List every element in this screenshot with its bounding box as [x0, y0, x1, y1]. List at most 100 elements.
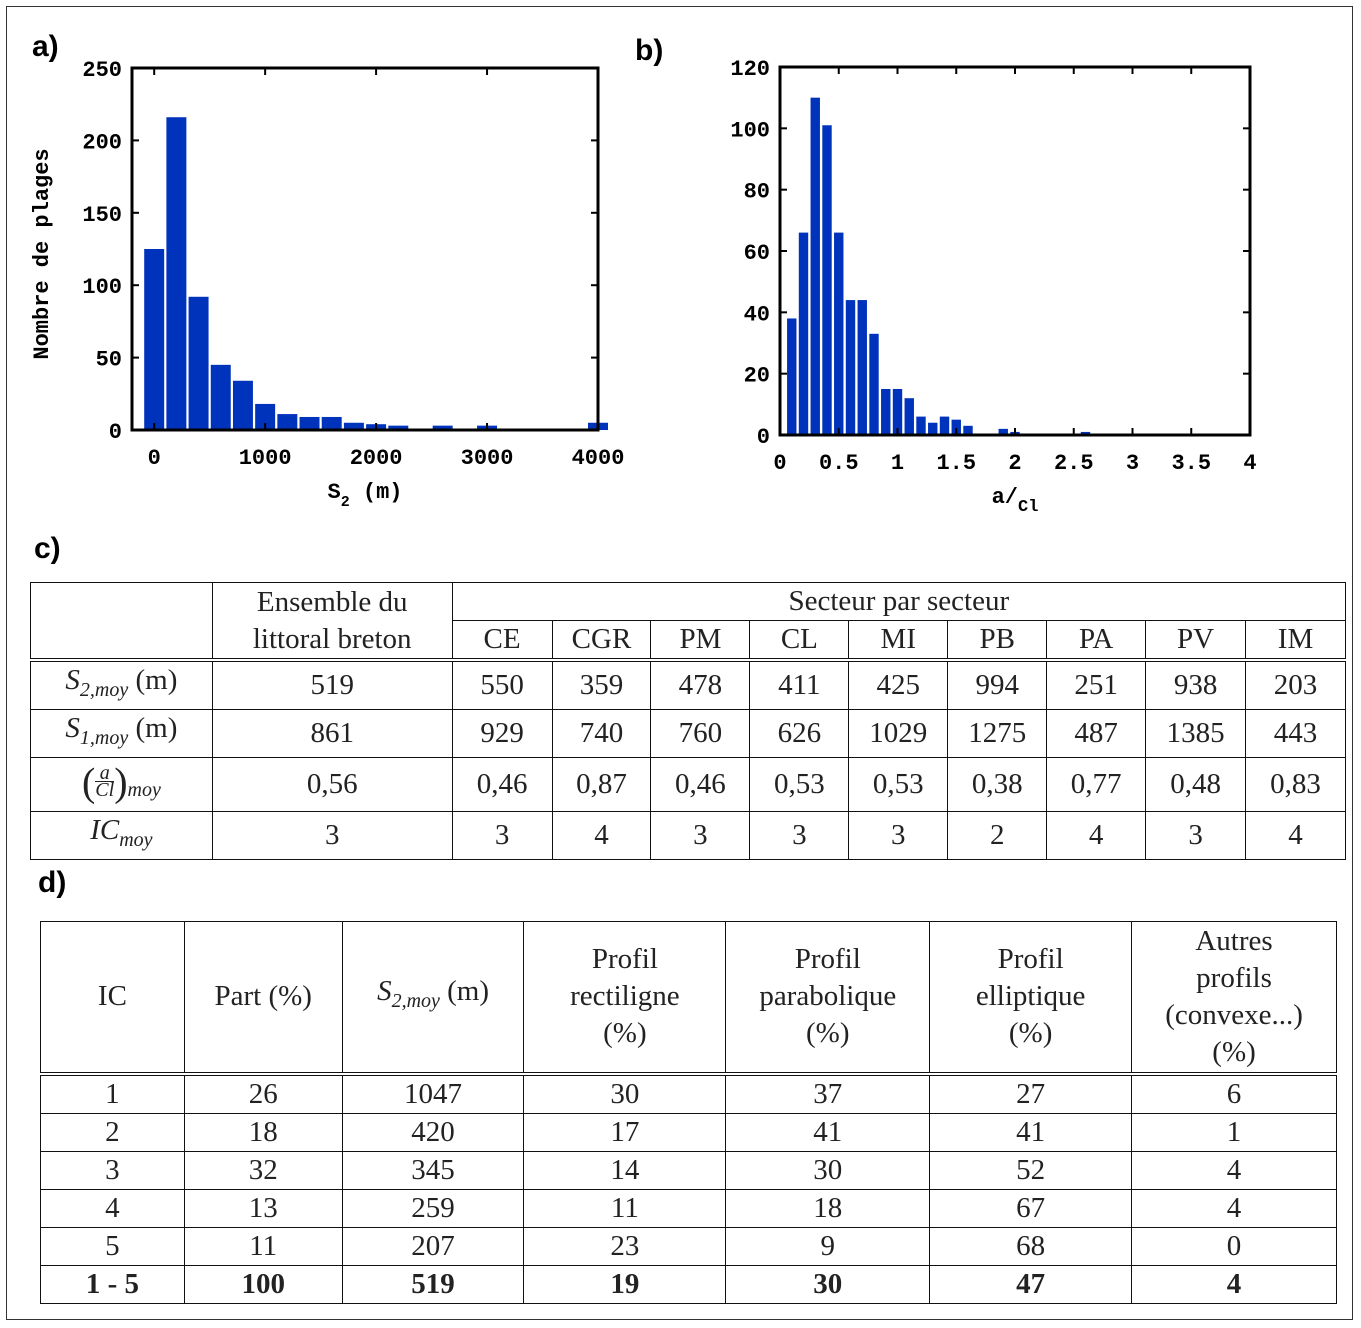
cell-s2moy: 345 — [341, 1150, 525, 1190]
cell-parabolique: 37 — [725, 1071, 931, 1114]
bar-a-1 — [166, 117, 187, 431]
xlabel-b: a/Cl — [992, 485, 1039, 517]
sector-header-pa: PA — [1046, 620, 1147, 661]
cell-part: 26 — [183, 1071, 343, 1114]
ytick-label-b-2: 40 — [744, 302, 770, 327]
header-parabolique: Profil parabolique (%) — [725, 921, 931, 1074]
bar-a-2 — [188, 296, 209, 430]
plot-frame-a — [130, 66, 600, 432]
bar-a-0 — [144, 249, 165, 430]
bar-b-15 — [963, 425, 973, 435]
cell-im: 4 — [1245, 811, 1346, 861]
row-label: S1,moy (m) — [30, 708, 213, 758]
cell-pb: 0,38 — [947, 756, 1048, 813]
bar-b-14 — [951, 419, 961, 435]
cell-ce: 929 — [451, 708, 553, 758]
header-rect-l3: (%) — [603, 1017, 647, 1050]
cell-s2moy: 207 — [341, 1226, 525, 1266]
ytick-label-a-3: 150 — [82, 203, 122, 228]
cell-pb: 994 — [947, 657, 1048, 710]
bar-a-3 — [210, 364, 231, 430]
cell-pa: 4 — [1046, 811, 1147, 861]
cell-autres: 0 — [1131, 1226, 1337, 1266]
table-row: 5 11 207 23 9 68 0 — [40, 1226, 1337, 1266]
cell-s2moy: 519 — [341, 1264, 525, 1304]
panel-label-b: b) — [635, 34, 664, 67]
table-row: 3 32 345 14 30 52 4 — [40, 1150, 1337, 1190]
table-row: 4 13 259 11 18 67 4 — [40, 1188, 1337, 1228]
sector-header-pb: PB — [947, 620, 1048, 661]
cell-autres: 4 — [1131, 1188, 1337, 1228]
bar-a-8 — [321, 416, 342, 430]
panel-label-a: a) — [32, 30, 59, 63]
header-littoral: Ensemble du littoral breton — [211, 582, 453, 661]
xtick-label-b-7: 3.5 — [1171, 451, 1211, 476]
table-row: 2 18 420 17 41 41 1 — [40, 1112, 1337, 1152]
ytick-label-a-2: 100 — [82, 275, 122, 300]
sector-summary-table: Ensemble du littoral breton Secteur par … — [30, 582, 1347, 861]
xlabel-main-a: S — [327, 480, 340, 505]
cell-autres: 4 — [1131, 1150, 1337, 1190]
cell-cl: 3 — [749, 811, 850, 861]
bar-a-4 — [232, 380, 253, 430]
header-autres-l4: (%) — [1212, 1035, 1256, 1068]
bar-b-18 — [1080, 431, 1091, 435]
cell-pm: 760 — [650, 708, 751, 758]
cell-parabolique: 9 — [725, 1226, 931, 1266]
cell-rectiligne: 17 — [523, 1112, 727, 1152]
row-label: (a Cl)moy — [30, 756, 213, 813]
cell-ic: 3 — [40, 1150, 185, 1190]
sector-header-pv: PV — [1145, 620, 1247, 661]
bar-b-5 — [845, 300, 856, 435]
bar-a-9 — [343, 422, 364, 430]
cell-ic: 4 — [40, 1188, 185, 1228]
bar-b-9 — [892, 389, 903, 435]
header-elliptique: Profil elliptique (%) — [929, 921, 1133, 1074]
ytick-label-a-4: 200 — [82, 130, 122, 155]
xtick-label-a-3: 3000 — [461, 446, 514, 471]
xtick-label-b-6: 3 — [1126, 451, 1139, 476]
cell-littoral: 3 — [211, 811, 453, 861]
bar-b-7 — [869, 333, 879, 435]
cell-elliptique: 27 — [929, 1071, 1133, 1114]
header-ic: IC — [40, 921, 185, 1074]
xtick-label-a-0: 0 — [148, 446, 161, 471]
sector-header-pm: PM — [650, 620, 751, 661]
cell-rectiligne: 14 — [523, 1150, 727, 1190]
cell-cgr: 4 — [551, 811, 652, 861]
cell-pv: 938 — [1145, 657, 1247, 710]
sector-header-mi: MI — [848, 620, 949, 661]
xtick-label-a-1: 1000 — [239, 446, 292, 471]
xtick-label-b-2: 1 — [891, 451, 904, 476]
cell-autres: 4 — [1131, 1264, 1337, 1304]
cell-s2moy: 1047 — [341, 1071, 525, 1114]
cell-part: 13 — [183, 1188, 343, 1228]
cell-parabolique: 18 — [725, 1188, 931, 1228]
table-row: 1 26 1047 30 37 27 6 — [40, 1071, 1337, 1114]
xtick-label-b-0: 0 — [773, 451, 786, 476]
cell-s2moy: 420 — [341, 1112, 525, 1152]
xtick-label-b-8: 4 — [1243, 451, 1256, 476]
table-row: S1,moy (m) 861 929 740 760 626 1029 1275 487 1385… — [30, 708, 1346, 758]
header-autres-l1: Autres — [1195, 924, 1273, 957]
table-row: S2,moy (m) 519 550 359 478 411 425 994 251 938 203 — [30, 657, 1346, 710]
bar-b-6 — [857, 300, 867, 435]
cell-pv: 0,48 — [1145, 756, 1247, 813]
bar-b-1 — [798, 232, 809, 435]
ytick-label-b-1: 20 — [744, 364, 770, 389]
ytick-label-a-0: 0 — [109, 420, 122, 445]
bar-b-16 — [998, 428, 1008, 435]
cell-ic: 5 — [40, 1226, 185, 1266]
cell-parabolique: 41 — [725, 1112, 931, 1152]
xtick-label-b-3: 1.5 — [936, 451, 976, 476]
cell-ce: 3 — [451, 811, 553, 861]
ytick-label-a-5: 250 — [82, 58, 122, 83]
table-row: 1 - 5 100 519 19 30 47 4 — [40, 1264, 1337, 1304]
row-label: S2,moy (m) — [30, 657, 213, 710]
cell-rectiligne: 11 — [523, 1188, 727, 1228]
sector-header-cl: CL — [749, 620, 850, 661]
xtick-label-b-4: 2 — [1008, 451, 1021, 476]
cell-pa: 487 — [1046, 708, 1147, 758]
xlabel-sub-a: 2 — [341, 494, 350, 511]
bar-b-3 — [822, 125, 832, 436]
